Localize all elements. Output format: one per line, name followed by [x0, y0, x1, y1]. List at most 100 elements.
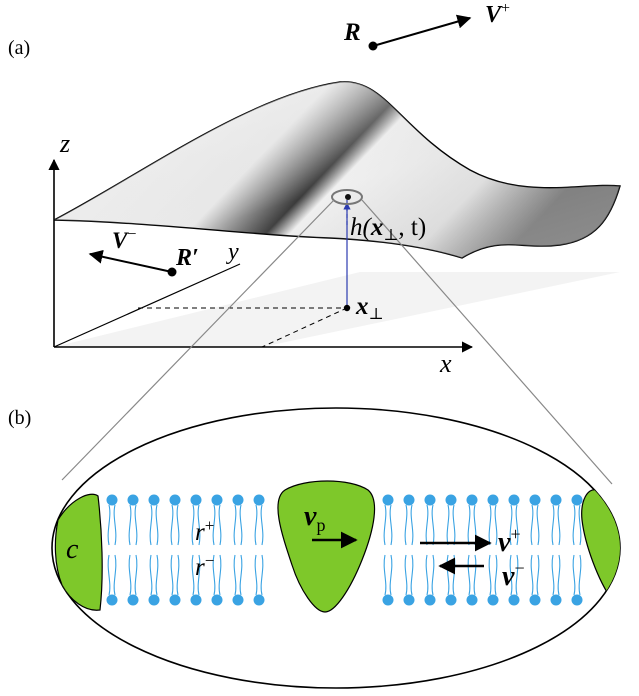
- r-minus-label: r−: [195, 551, 214, 581]
- lipid-tail: [239, 554, 243, 596]
- lipid-head-upper: [424, 494, 436, 506]
- lipid-tail: [515, 504, 519, 546]
- velocity-V-plus-arrow: [372, 14, 472, 47]
- zoom-line-left: [61, 199, 335, 481]
- lipid-tail: [260, 554, 264, 596]
- surface-point: [345, 194, 351, 200]
- lipid-head-upper: [211, 494, 223, 506]
- lipid-tail: [467, 504, 471, 546]
- lipid-tail: [176, 554, 180, 596]
- lipid-tail: [149, 504, 153, 546]
- v-p-label: vp: [304, 501, 325, 535]
- particle-R-label: R: [343, 19, 361, 46]
- r-plus-label: r+: [195, 516, 214, 546]
- lipid-tail: [107, 504, 111, 546]
- v-plus-label: v+: [498, 524, 521, 558]
- lipid-tail: [572, 554, 576, 596]
- lipid-tail: [389, 504, 393, 546]
- lipid-head-upper: [127, 494, 139, 506]
- lipid-tail: [578, 504, 582, 546]
- lipid-tail: [488, 554, 492, 596]
- z-axis-label: z: [59, 129, 70, 158]
- point-x-perp-label: x⊥: [355, 293, 384, 323]
- lipid-head-upper: [190, 494, 202, 506]
- lipid-tail: [536, 554, 540, 596]
- lipid-tail: [155, 504, 159, 546]
- lipid-head-upper: [169, 494, 181, 506]
- velocity-V-plus-label: V+: [485, 0, 510, 28]
- lipid-head-upper: [232, 494, 244, 506]
- lipid-head-lower: [487, 594, 499, 606]
- lipid-head-lower: [529, 594, 541, 606]
- lipid-tail: [233, 504, 237, 546]
- lipid-head-upper: [382, 494, 394, 506]
- lipid-tail: [155, 554, 159, 596]
- lipid-tail: [383, 554, 387, 596]
- lipid-tail: [191, 504, 195, 546]
- lipid-tail: [572, 504, 576, 546]
- inclusion-c-label: c: [66, 534, 79, 565]
- height-label: h(x⊥, t): [350, 214, 426, 244]
- lipid-tail: [557, 504, 561, 546]
- base-plane: [54, 272, 620, 347]
- lipid-tail: [134, 554, 138, 596]
- lipid-head-lower: [550, 594, 562, 606]
- lipid-tail: [128, 554, 132, 596]
- lipid-head-upper: [487, 494, 499, 506]
- lipid-tail: [389, 554, 393, 596]
- lipid-tail: [113, 504, 117, 546]
- lipid-tail: [551, 554, 555, 596]
- lipid-tail: [452, 504, 456, 546]
- lipid-tail: [473, 554, 477, 596]
- lipid-tail: [551, 504, 555, 546]
- lipid-tail: [233, 554, 237, 596]
- lipid-tail: [212, 504, 216, 546]
- lipid-head-lower: [466, 594, 478, 606]
- lipid-head-upper: [529, 494, 541, 506]
- y-axis-label: y: [226, 239, 239, 265]
- y-axis: [53, 263, 241, 348]
- lipid-tail: [218, 504, 222, 546]
- lipid-head-lower: [403, 594, 415, 606]
- lipid-tail: [431, 504, 435, 546]
- lipid-head-upper: [508, 494, 520, 506]
- x-axis-label: x: [439, 349, 452, 378]
- lipid-head-lower: [127, 594, 139, 606]
- lipid-tail: [197, 504, 201, 546]
- lipid-tail: [446, 504, 450, 546]
- lipid-tail: [494, 504, 498, 546]
- panel-b-label: (b): [8, 407, 31, 429]
- lipid-tail: [113, 554, 117, 596]
- inclusion-c: [54, 493, 103, 611]
- lipid-head-upper: [148, 494, 160, 506]
- lipid-tail: [467, 554, 471, 596]
- lipid-tail: [410, 554, 414, 596]
- lipid-tail: [134, 504, 138, 546]
- lipid-head-upper: [550, 494, 562, 506]
- protein-inclusion: [277, 480, 376, 613]
- velocity-V-minus-label: V−: [112, 226, 136, 253]
- lipid-tail: [530, 554, 534, 596]
- lipid-tail: [578, 554, 582, 596]
- lipid-tail: [170, 554, 174, 596]
- lipid-head-lower: [232, 594, 244, 606]
- velocity-V-minus-arrow: [88, 249, 173, 273]
- lipid-tail: [254, 504, 258, 546]
- lipid-head-lower: [106, 594, 118, 606]
- projection-dash-x: [261, 307, 348, 348]
- lipid-head-lower: [190, 594, 202, 606]
- lipid-tail: [425, 504, 429, 546]
- lipid-bilayer: [106, 494, 583, 606]
- lipid-head-lower: [148, 594, 160, 606]
- lipid-tail: [431, 554, 435, 596]
- lipid-tail: [197, 554, 201, 596]
- lipid-tail: [509, 504, 513, 546]
- lipid-head-lower: [445, 594, 457, 606]
- lipid-head-lower: [169, 594, 181, 606]
- lipid-head-upper: [106, 494, 118, 506]
- v-minus-label: v−: [502, 558, 525, 592]
- lipid-head-lower: [211, 594, 223, 606]
- base-point: [343, 304, 351, 312]
- lipid-tail: [404, 554, 408, 596]
